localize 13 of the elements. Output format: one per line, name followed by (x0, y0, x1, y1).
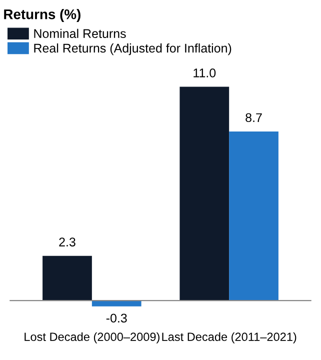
bar (229, 131, 278, 301)
bar (180, 86, 230, 301)
x-tick-label: Lost Decade (2000–2009) (24, 332, 160, 344)
bar (42, 256, 92, 301)
data-label: 11.0 (194, 68, 216, 78)
data-label: 2.3 (59, 238, 76, 246)
chart-title: Returns (%) (4, 9, 80, 22)
legend-label: Real Returns (Adjusted for Inflation) (34, 43, 232, 56)
x-tick-label: Last Decade (2011–2021) (162, 332, 296, 344)
bar (92, 300, 142, 306)
data-label: 8.7 (246, 113, 262, 122)
legend-label: Nominal Returns (34, 28, 126, 38)
data-label: -0.3 (106, 314, 127, 323)
